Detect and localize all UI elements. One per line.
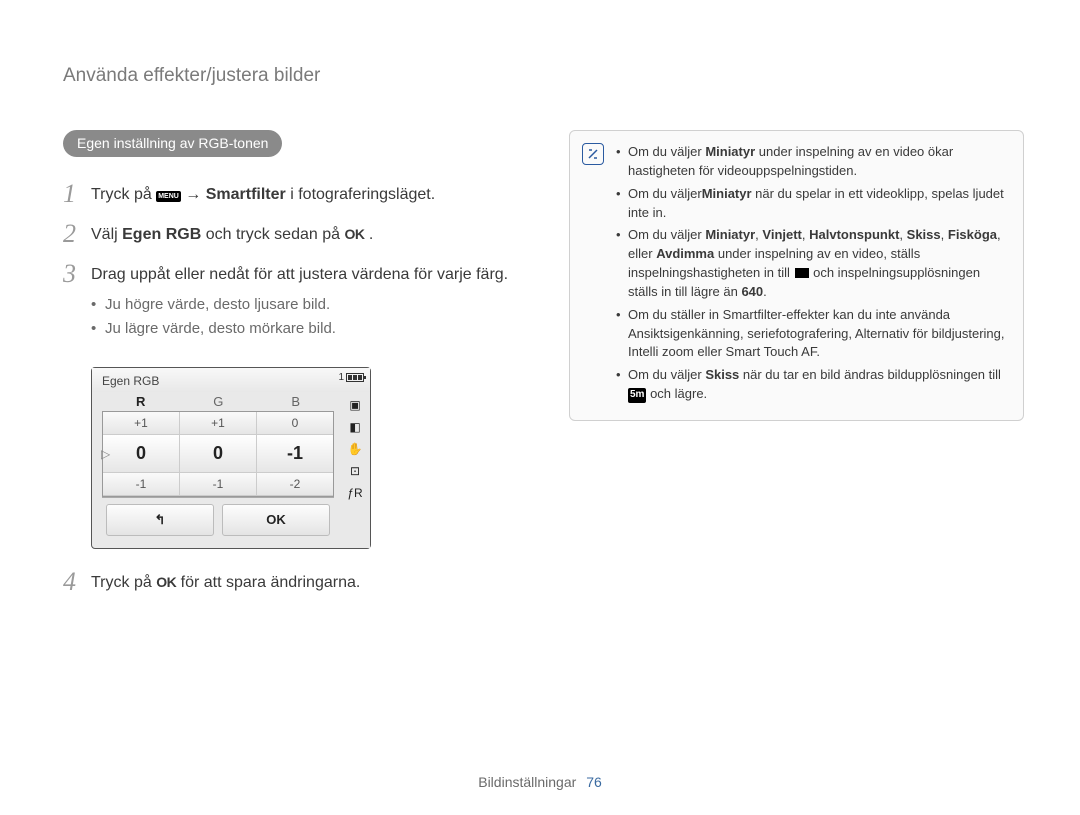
step-number: 1: [63, 179, 91, 207]
text: i fotograferingsläget.: [290, 186, 435, 203]
text: ,: [941, 227, 948, 242]
left-column: Egen inställning av RGB-tonen 1 Tryck på…: [63, 130, 543, 607]
bold: Miniatyr: [702, 186, 752, 201]
rgb-footer: ↰ OK: [102, 497, 334, 542]
info-item: Om du ställer in Smartfilter-effekter ka…: [616, 306, 1009, 363]
rgb-grid[interactable]: +1 +1 0 ▷ 0 0 -1 -1 -1: [102, 411, 334, 497]
cell: -1: [103, 473, 180, 496]
text: när du tar en bild ändras bildupplösning…: [739, 367, 1001, 382]
bold: Egen RGB: [122, 226, 201, 243]
text: ,: [899, 227, 906, 242]
rgb-column-labels: R G B: [102, 392, 334, 411]
step-body: Tryck på OK för att spara ändringarna.: [91, 567, 360, 595]
page-number: 76: [586, 774, 602, 790]
info-icon: [582, 143, 604, 165]
ok-button[interactable]: OK: [222, 504, 330, 536]
col-r: R: [136, 394, 145, 409]
step-4: 4 Tryck på OK för att spara ändringarna.: [63, 567, 543, 595]
cell: -2: [257, 473, 333, 496]
info-box: Om du väljer Miniatyr under inspelning a…: [569, 130, 1024, 421]
info-item: Om du väljer Miniatyr under inspelning a…: [616, 143, 1009, 181]
ok-icon: OK: [344, 226, 364, 242]
step-body: Välj Egen RGB och tryck sedan på OK .: [91, 219, 373, 247]
battery-icon: [346, 373, 364, 382]
side-icon: ƒR: [347, 486, 362, 500]
status-bar: 1: [338, 372, 364, 383]
step-body: Drag uppåt eller nedåt för att justera v…: [91, 259, 508, 355]
step-2: 2 Välj Egen RGB och tryck sedan på OK .: [63, 219, 543, 247]
bold: Skiss: [907, 227, 941, 242]
step-3: 3 Drag uppåt eller nedåt för att justera…: [63, 259, 543, 355]
bold: Vinjett: [762, 227, 802, 242]
arrow: →: [185, 186, 205, 203]
text: Om du väljer: [628, 367, 705, 382]
rgb-row-lower: -1 -1 -2: [103, 473, 333, 496]
text: Tryck på: [91, 186, 156, 203]
text: för att spara ändringarna.: [181, 574, 361, 591]
footer-section: Bildinställningar: [478, 774, 576, 790]
cell: +1: [103, 412, 180, 435]
steps-list: 1 Tryck på MENU → Smartfilter i fotograf…: [63, 179, 543, 595]
resolution-icon: 5m: [628, 388, 646, 403]
ok-icon: OK: [156, 574, 176, 590]
text: .: [763, 284, 767, 299]
cell: 0: [103, 435, 180, 473]
status-num: 1: [338, 372, 344, 383]
text: och tryck sedan på: [206, 226, 345, 243]
text: Om du väljer: [628, 144, 705, 159]
text: .: [369, 226, 373, 243]
step-number: 2: [63, 219, 91, 247]
text: Tryck på: [91, 574, 156, 591]
cell: 0: [257, 412, 333, 435]
text: Drag uppåt eller nedåt för att justera v…: [91, 266, 508, 283]
step-body: Tryck på MENU → Smartfilter i fotografer…: [91, 179, 435, 207]
bold: Fisköga: [948, 227, 997, 242]
bold: Miniatyr: [705, 144, 755, 159]
bold: Halvtonspunkt: [809, 227, 899, 242]
cell: 0: [180, 435, 257, 473]
side-icons: ▣ ◧ ✋ ⊡ ƒR: [340, 392, 370, 548]
side-icon: ▣: [349, 398, 360, 412]
cell: -1: [257, 435, 333, 473]
step-1: 1 Tryck på MENU → Smartfilter i fotograf…: [63, 179, 543, 207]
info-item: Om du väljer Skiss när du tar en bild än…: [616, 366, 1009, 404]
col-g: G: [213, 394, 223, 409]
bold: Smartfilter: [206, 186, 286, 203]
text: Om du väljer: [628, 227, 705, 242]
bold: Miniatyr: [705, 227, 755, 242]
back-button[interactable]: ↰: [106, 504, 214, 536]
rgb-panel: 1 Egen RGB R G B +1 +1 0: [91, 367, 371, 549]
bold: Avdimma: [656, 246, 714, 261]
side-icon: ⊡: [350, 464, 360, 478]
text: Om du ställer in Smartfilter-effekter ka…: [628, 307, 1005, 360]
rgb-title: Egen RGB: [92, 368, 370, 392]
bold: 640: [741, 284, 763, 299]
selector-icon: ▷: [101, 447, 110, 461]
bold: Skiss: [705, 367, 739, 382]
bullet: Ju högre värde, desto ljusare bild.: [91, 293, 508, 317]
bullet: Ju lägre värde, desto mörkare bild.: [91, 317, 508, 341]
rec-icon: [795, 268, 809, 278]
page-header: Använda effekter/justera bilder: [63, 65, 320, 87]
side-icon: ✋: [348, 442, 363, 456]
page-footer: Bildinställningar 76: [0, 774, 1080, 790]
col-b: B: [291, 394, 300, 409]
rgb-row-upper: +1 +1 0: [103, 412, 333, 435]
text: Om du väljer: [628, 186, 702, 201]
info-item: Om du väljerMiniatyr när du spelar in et…: [616, 185, 1009, 223]
info-item: Om du väljer Miniatyr, Vinjett, Halvtons…: [616, 226, 1009, 301]
info-list: Om du väljer Miniatyr under inspelning a…: [616, 143, 1009, 404]
menu-icon: MENU: [156, 191, 181, 202]
text: och lägre.: [646, 386, 707, 401]
cell: -1: [180, 473, 257, 496]
cell: +1: [180, 412, 257, 435]
sub-bullets: Ju högre värde, desto ljusare bild. Ju l…: [91, 293, 508, 341]
step-number: 4: [63, 567, 91, 595]
section-pill: Egen inställning av RGB-tonen: [63, 130, 282, 157]
rgb-row-mid: ▷ 0 0 -1: [103, 435, 333, 473]
side-icon: ◧: [349, 420, 360, 434]
step-number: 3: [63, 259, 91, 287]
text: Välj: [91, 226, 122, 243]
